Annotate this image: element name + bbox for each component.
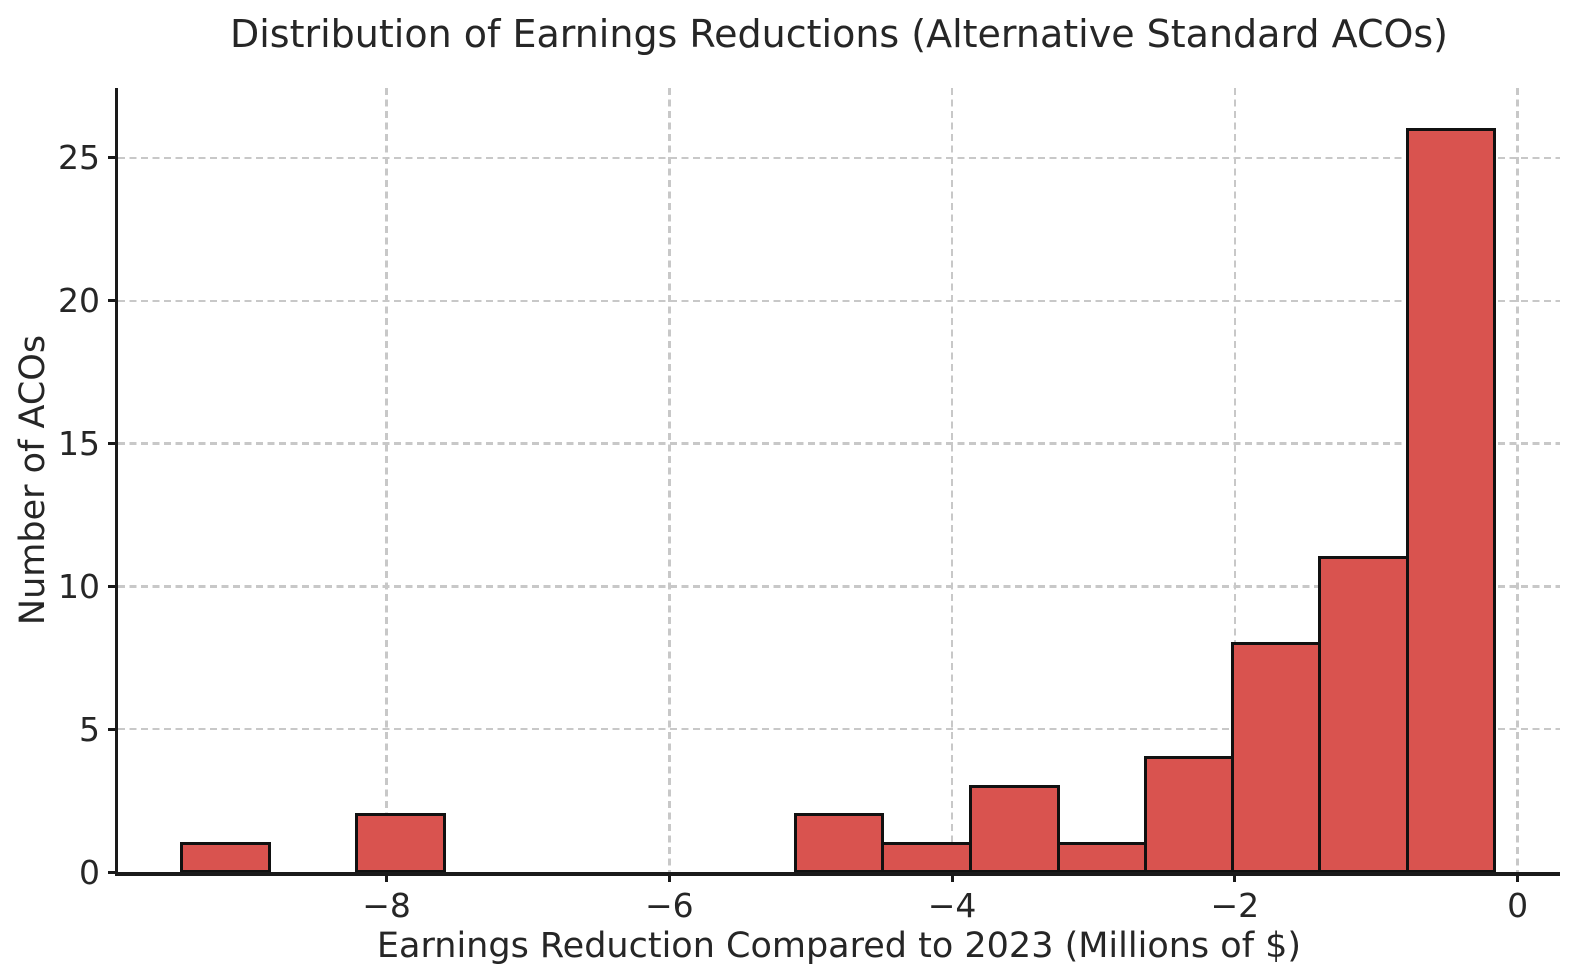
x-tick-label: −2 bbox=[1210, 886, 1260, 925]
histogram-bar bbox=[1405, 127, 1497, 874]
histogram-bar bbox=[1144, 756, 1234, 874]
y-tick-mark bbox=[108, 727, 118, 731]
y-gridline bbox=[118, 585, 1560, 588]
x-gridline bbox=[1516, 88, 1519, 872]
histogram-bar bbox=[793, 813, 885, 874]
y-tick-mark bbox=[108, 156, 118, 160]
y-gridline bbox=[118, 727, 1560, 731]
histogram-bar bbox=[1230, 642, 1322, 874]
x-tick-label: 0 bbox=[1507, 886, 1529, 925]
y-tick-label: 5 bbox=[79, 709, 100, 749]
histogram-bar bbox=[968, 784, 1060, 874]
chart-title: Distribution of Earnings Reductions (Alt… bbox=[229, 12, 1449, 56]
x-axis-label: Earnings Reduction Compared to 2023 (Mil… bbox=[376, 926, 1302, 966]
x-tick-mark bbox=[667, 872, 671, 882]
x-tick-label: −8 bbox=[362, 886, 411, 925]
histogram-bar bbox=[180, 841, 271, 874]
histogram-bar bbox=[1318, 556, 1409, 874]
x-gridline bbox=[385, 88, 388, 872]
y-gridline bbox=[118, 156, 1560, 160]
x-tick-mark bbox=[385, 872, 389, 882]
histogram-bar bbox=[355, 813, 447, 874]
x-axis-spine bbox=[115, 872, 1560, 876]
x-tick-mark bbox=[1516, 872, 1520, 882]
histogram-bar bbox=[881, 841, 972, 874]
y-tick-mark bbox=[108, 870, 118, 874]
x-tick-mark bbox=[950, 872, 954, 882]
y-tick-label: 0 bbox=[79, 852, 100, 892]
y-gridline bbox=[118, 442, 1560, 445]
y-gridline bbox=[118, 299, 1560, 303]
y-tick-mark bbox=[108, 442, 118, 446]
x-tick-mark bbox=[1233, 872, 1237, 882]
y-tick-label: 20 bbox=[58, 281, 100, 321]
y-axis-spine bbox=[115, 88, 118, 875]
y-tick-label: 10 bbox=[58, 566, 100, 606]
y-tick-mark bbox=[108, 584, 118, 588]
x-gridline bbox=[668, 88, 671, 872]
x-tick-label: −6 bbox=[645, 886, 694, 925]
x-tick-label: −4 bbox=[927, 886, 977, 925]
y-tick-label: 15 bbox=[58, 424, 100, 464]
y-tick-mark bbox=[108, 299, 118, 303]
y-tick-label: 25 bbox=[58, 138, 100, 178]
histogram-bar bbox=[1056, 841, 1148, 874]
x-gridline bbox=[950, 88, 954, 872]
x-gridline bbox=[1233, 88, 1237, 872]
